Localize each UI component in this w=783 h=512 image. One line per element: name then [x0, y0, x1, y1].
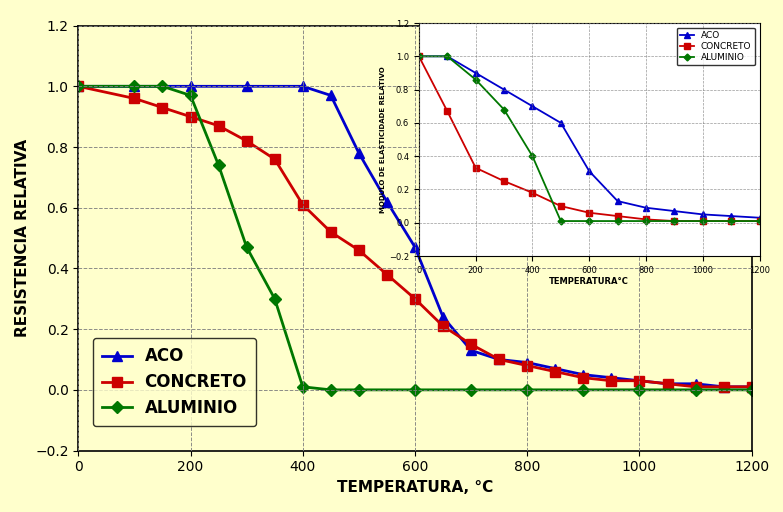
- Y-axis label: MODULO DE ELASTICIDADE RELATIVO: MODULO DE ELASTICIDADE RELATIVO: [381, 66, 386, 213]
- CONCRETO: [270, 156, 280, 162]
- CONCRETO: [214, 123, 223, 129]
- CONCRETO: [158, 104, 168, 111]
- CONCRETO: [438, 323, 448, 329]
- ALUMINIO: [410, 387, 420, 393]
- ACO: [495, 356, 504, 362]
- ALUMINIO: [522, 387, 532, 393]
- ALUMINIO: [242, 244, 251, 250]
- X-axis label: TEMPERATURA°C: TEMPERATURA°C: [549, 278, 630, 287]
- CONCRETO: [354, 247, 363, 253]
- CONCRETO: [662, 381, 672, 387]
- ACO: [719, 384, 728, 390]
- ACO: [354, 150, 363, 156]
- CONCRETO: [410, 296, 420, 302]
- ACO: [635, 378, 644, 384]
- CONCRETO: [382, 271, 392, 278]
- ALUMINIO: [467, 387, 476, 393]
- ACO: [467, 347, 476, 353]
- ACO: [74, 83, 83, 90]
- ACO: [298, 83, 308, 90]
- Line: ALUMINIO: ALUMINIO: [74, 82, 756, 394]
- CONCRETO: [186, 114, 195, 120]
- CONCRETO: [719, 384, 728, 390]
- ALUMINIO: [186, 92, 195, 98]
- ALUMINIO: [214, 162, 223, 168]
- ACO: [579, 372, 588, 378]
- ACO: [550, 366, 560, 372]
- ACO: [382, 199, 392, 205]
- CONCRETO: [327, 229, 336, 235]
- ACO: [747, 384, 756, 390]
- ACO: [607, 375, 616, 381]
- CONCRETO: [691, 384, 700, 390]
- ACO: [662, 381, 672, 387]
- Line: ACO: ACO: [74, 81, 756, 392]
- ACO: [130, 83, 139, 90]
- ALUMINIO: [354, 387, 363, 393]
- ALUMINIO: [130, 83, 139, 90]
- ALUMINIO: [691, 387, 700, 393]
- CONCRETO: [74, 83, 83, 90]
- ACO: [242, 83, 251, 90]
- CONCRETO: [607, 378, 616, 384]
- CONCRETO: [635, 378, 644, 384]
- ALUMINIO: [270, 296, 280, 302]
- ALUMINIO: [579, 387, 588, 393]
- ALUMINIO: [74, 83, 83, 90]
- ACO: [327, 92, 336, 98]
- CONCRETO: [298, 202, 308, 208]
- ALUMINIO: [158, 83, 168, 90]
- ACO: [522, 359, 532, 366]
- ACO: [438, 314, 448, 320]
- CONCRETO: [495, 356, 504, 362]
- CONCRETO: [550, 369, 560, 375]
- Line: CONCRETO: CONCRETO: [74, 81, 756, 392]
- CONCRETO: [522, 362, 532, 369]
- Legend: ACO, CONCRETO, ALUMINIO: ACO, CONCRETO, ALUMINIO: [92, 338, 256, 426]
- ALUMINIO: [747, 387, 756, 393]
- CONCRETO: [747, 384, 756, 390]
- ALUMINIO: [635, 387, 644, 393]
- CONCRETO: [130, 95, 139, 101]
- ACO: [691, 381, 700, 387]
- X-axis label: TEMPERATURA, °C: TEMPERATURA, °C: [337, 480, 493, 495]
- CONCRETO: [579, 375, 588, 381]
- ALUMINIO: [327, 387, 336, 393]
- Y-axis label: RESISTENCIA RELATIVA: RESISTENCIA RELATIVA: [15, 139, 30, 337]
- ACO: [186, 83, 195, 90]
- Legend: ACO, CONCRETO, ALUMINIO: ACO, CONCRETO, ALUMINIO: [677, 28, 755, 66]
- CONCRETO: [467, 341, 476, 347]
- CONCRETO: [242, 138, 251, 144]
- ACO: [410, 244, 420, 250]
- ALUMINIO: [298, 384, 308, 390]
